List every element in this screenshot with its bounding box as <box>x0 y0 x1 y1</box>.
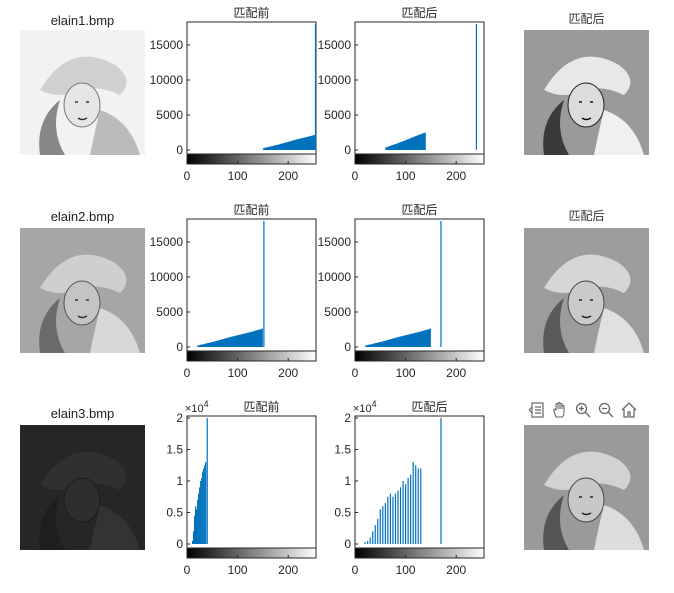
plot3-xtick-label-2: 200 <box>446 366 466 380</box>
plot1-axes-box <box>354 21 485 155</box>
plot4-ytick-label-3: 1.5 <box>166 443 183 457</box>
plot2-xtick-label-2: 200 <box>278 366 298 380</box>
elain2-matched-image <box>524 228 649 353</box>
plot4-axes-box <box>186 415 317 549</box>
plot5-xtick-label-2: 200 <box>446 563 466 577</box>
elain3-image <box>20 425 145 550</box>
plot3-distribution-bars <box>365 328 431 347</box>
plot3-ytick-label-2: 10000 <box>318 270 352 284</box>
plot3-xtick-label-1: 100 <box>396 366 416 380</box>
plot1-xtick-label-1: 100 <box>396 169 416 183</box>
plot1-xtick-label-0: 0 <box>352 169 359 183</box>
plot1-ytick-label-3: 15000 <box>318 38 352 52</box>
plot5-ytick-label-0: 0 <box>344 537 351 551</box>
plot4-ytick-label-0: 0 <box>176 537 183 551</box>
row-title-elain2: elain2.bmp <box>50 209 115 224</box>
plot3-title: 匹配后 <box>401 203 437 217</box>
plot2-ytick-label-0: 0 <box>176 340 183 354</box>
plot5-ytick-label-2: 1 <box>344 474 351 488</box>
row-title-elain3: elain3.bmp <box>50 406 115 421</box>
plot0-ytick-label-1: 5000 <box>156 108 183 122</box>
plot1-distribution-bars <box>385 132 426 150</box>
plot0-ytick-label-0: 0 <box>176 143 183 157</box>
after-image-title-2: 匹配后 <box>568 209 605 223</box>
plot1-ytick-label-0: 0 <box>344 143 351 157</box>
zoom-in-icon[interactable] <box>573 400 593 420</box>
plot0-xtick-label-1: 100 <box>228 169 248 183</box>
plot0-distribution-bars <box>262 134 316 150</box>
plot4-ytick-label-4: 2 <box>176 411 183 425</box>
plot3-colorbar <box>354 350 485 362</box>
plot4-ytick-label-1: 0.5 <box>166 506 183 520</box>
plot5-xtick-label-1: 100 <box>396 563 416 577</box>
plot1-colorbar <box>354 153 485 165</box>
after-image-title-1: 匹配后 <box>568 12 605 26</box>
plot4-title: 匹配前 <box>243 399 279 414</box>
plot0-axes-box <box>186 21 317 155</box>
plot0-xtick-label-0: 0 <box>184 169 191 183</box>
plot2-title: 匹配前 <box>233 202 269 217</box>
plot2-xtick-label-1: 100 <box>228 366 248 380</box>
plot5-xtick-label-0: 0 <box>352 563 359 577</box>
plot5-ytick-label-3: 1.5 <box>334 443 351 457</box>
plot1-xtick-label-2: 200 <box>446 169 466 183</box>
plot4-exponent: ×104 <box>185 399 209 415</box>
plot5-title: 匹配后 <box>411 400 447 414</box>
plot1-title: 匹配后 <box>401 6 437 20</box>
plot4-xtick-label-0: 0 <box>184 563 191 577</box>
elain2-image <box>20 228 145 353</box>
plot2-colorbar <box>186 350 317 362</box>
plot0-xtick-label-2: 200 <box>278 169 298 183</box>
plot1-ytick-label-2: 10000 <box>318 73 352 87</box>
plot4-xtick-label-2: 200 <box>278 563 298 577</box>
elain1-matched-image <box>524 30 649 155</box>
plot0-ytick-label-2: 10000 <box>150 73 184 87</box>
elain3-matched-image <box>524 425 649 550</box>
plot4-xtick-label-1: 100 <box>228 563 248 577</box>
plot2-ytick-label-2: 10000 <box>150 270 184 284</box>
pan-hand-icon[interactable] <box>550 400 570 420</box>
align-icon[interactable] <box>527 400 547 420</box>
plot5-exponent: ×104 <box>353 399 377 415</box>
zoom-out-icon[interactable] <box>596 400 616 420</box>
plot5-axes-box <box>354 415 485 549</box>
plot3-ytick-label-1: 5000 <box>324 305 351 319</box>
plot5-ytick-label-4: 2 <box>344 411 351 425</box>
plot2-distribution-bars <box>197 328 263 347</box>
plot2-ytick-label-3: 15000 <box>150 235 184 249</box>
plot3-axes-box <box>354 218 485 352</box>
plot2-axes-box <box>186 218 317 352</box>
plot2-xtick-label-0: 0 <box>184 366 191 380</box>
plot2-ytick-label-1: 5000 <box>156 305 183 319</box>
plot0-ytick-label-3: 15000 <box>150 38 184 52</box>
plot0-title: 匹配前 <box>233 5 269 20</box>
plot3-xtick-label-0: 0 <box>352 366 359 380</box>
home-icon[interactable] <box>619 400 639 420</box>
plot0-colorbar <box>186 153 317 165</box>
plot3-ytick-label-3: 15000 <box>318 235 352 249</box>
plot5-ytick-label-1: 0.5 <box>334 506 351 520</box>
row-title-elain1: elain1.bmp <box>50 13 115 28</box>
plot5-colorbar <box>354 547 485 559</box>
axes-toolbar <box>527 400 639 420</box>
plot4-ytick-label-2: 1 <box>176 474 183 488</box>
elain1-image <box>20 30 145 155</box>
plot3-ytick-label-0: 0 <box>344 340 351 354</box>
plot4-colorbar <box>186 547 317 559</box>
plot1-ytick-label-1: 5000 <box>324 108 351 122</box>
